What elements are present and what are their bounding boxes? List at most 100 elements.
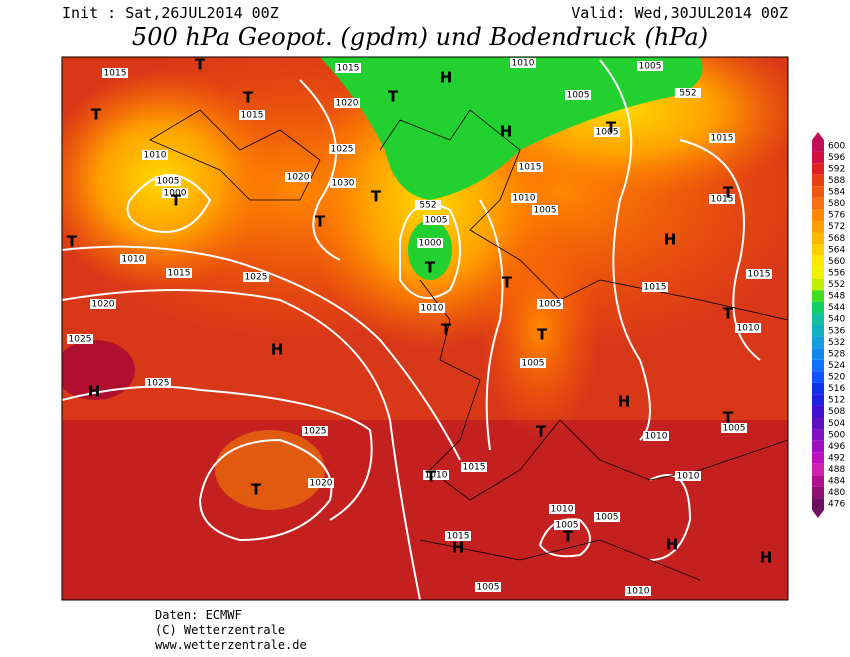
colorbar-label: 500 [828,430,845,440]
label-text: 1005 [534,206,557,216]
colorbar-swatch [812,325,824,337]
label-box [415,200,441,210]
colorbar-label: 556 [828,268,845,278]
colorbar-label: 496 [828,442,845,452]
label-box [643,431,669,441]
colorbar-label: 552 [828,280,845,290]
label-text: 1010 [551,505,574,515]
pressure-center: T [388,88,399,106]
label-text: 1005 [556,521,579,531]
isobar-label: 1015 [445,531,471,542]
isobar-label: 1010 [511,193,537,204]
isobar-label: 1005 [537,299,563,310]
label-text: 1000 [419,239,442,249]
colorbar-swatch [812,498,824,510]
label-text: 1015 [711,134,734,144]
label-text: 1010 [421,304,444,314]
pressure-center: T [723,184,734,202]
isobar-label: 1010 [419,303,445,314]
label-text: 1015 [748,270,771,280]
colorbar-label: 508 [828,407,845,417]
pressure-center: T [426,468,437,486]
label-box [335,63,361,73]
label-text: 1005 [723,424,746,434]
colorbar-label: 600 [828,141,845,151]
label-text: 1025 [147,379,170,389]
label-text: 1010 [122,255,145,265]
colorbar-label: 576 [828,211,845,221]
label-text: 1020 [310,479,333,489]
isobar-label: 552 [675,88,701,99]
label-text: 1010 [144,151,167,161]
isobar-label: 1000 [417,238,443,249]
isobar-label: 1025 [67,334,93,345]
isobar-label: 1010 [549,504,575,515]
colorbar-label: 532 [828,338,845,348]
pressure-center: H [452,539,465,557]
colorbar-label: 520 [828,373,845,383]
isobar-label: 1015 [709,194,735,205]
label-text: 1010 [645,432,668,442]
label-text: 1015 [241,111,264,121]
isobar-label: 1020 [334,98,360,109]
label-text: 1015 [168,269,191,279]
colorbar-swatch [812,486,824,499]
colorbar-label: 588 [828,176,845,186]
isobar-label: 1025 [302,426,328,437]
label-text: 1025 [331,145,354,155]
isobar-label: 1005 [520,358,546,369]
label-box [594,512,620,522]
colorbar-label: 480 [828,488,845,498]
pressure-center: T [537,326,548,344]
pressure-center: T [91,106,102,124]
label-box [746,269,772,279]
isobar-label: 1010 [643,431,669,442]
pressure-center: T [67,233,78,251]
isobar-label: 1015 [166,268,192,279]
colorbar-label: 544 [828,303,845,313]
label-box [721,423,747,433]
source: Daten: ECMWF [155,608,242,622]
colorbar-label: 592 [828,164,845,174]
label-text: 1025 [245,273,268,283]
label-text: 1005 [477,583,500,593]
colorbar-swatch [812,394,824,406]
colorbar-label: 524 [828,361,845,371]
label-text: 1015 [463,463,486,473]
label-text: 1020 [92,300,115,310]
colorbar-swatch [812,417,824,430]
isobar-label: 1020 [285,172,311,183]
label-text: 552 [679,89,696,99]
label-box [243,272,269,282]
colorbar-swatch [812,151,824,164]
label-text: 1000 [164,189,187,199]
label-box [67,334,93,344]
label-box [675,88,701,98]
isobar-label: 1010 [423,470,449,481]
label-box [166,268,192,278]
pressure-center: H [271,341,284,359]
label-box [549,504,575,514]
label-text: 1010 [737,324,760,334]
colorbar-label: 516 [828,384,845,394]
label-box [423,215,449,225]
isobar-label: 1005 [532,205,558,216]
label-text: 1015 [711,195,734,205]
pressure-center: T [723,409,734,427]
isobar-label: 1025 [329,144,355,155]
pressure-center: H [500,123,513,141]
pressure-center: T [171,192,182,210]
label-text: 1005 [522,359,545,369]
isobar-label: 1015 [239,110,265,121]
colorbar-swatch [812,301,824,314]
isobar-label: 1025 [145,378,171,389]
label-box [419,303,445,313]
label-box [517,162,543,172]
colorbar-swatch [812,382,824,395]
isobar-label: 1005 [423,215,449,226]
pressure-center: T [723,305,734,323]
label-box [594,127,620,137]
label-box [330,178,356,188]
pressure-center: T [371,188,382,206]
isobar-label: 552 [415,200,441,211]
